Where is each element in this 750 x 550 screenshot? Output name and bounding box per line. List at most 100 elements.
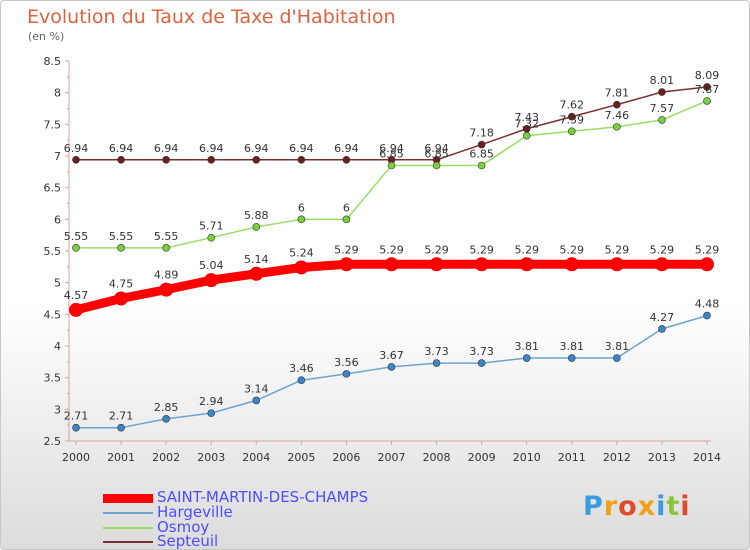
data-point bbox=[204, 273, 219, 288]
data-point bbox=[429, 257, 444, 272]
data-point bbox=[252, 396, 261, 405]
proxiti-logo: Proxiti bbox=[583, 491, 691, 522]
data-label: 2.71 bbox=[64, 410, 89, 423]
data-label: 5.29 bbox=[334, 243, 359, 256]
data-point bbox=[297, 156, 306, 164]
data-label: 5.04 bbox=[199, 259, 224, 272]
data-label: 5.29 bbox=[650, 243, 675, 256]
data-point bbox=[609, 257, 624, 272]
data-point bbox=[658, 116, 666, 124]
y-tick-label: 2.5 bbox=[44, 435, 62, 448]
data-label: 5.55 bbox=[109, 230, 134, 243]
logo-letter: i bbox=[656, 491, 667, 522]
data-point bbox=[564, 257, 579, 272]
logo-letter: r bbox=[603, 491, 619, 522]
data-label: 3.73 bbox=[469, 345, 494, 358]
data-point bbox=[162, 415, 170, 423]
data-label: 3.73 bbox=[424, 345, 449, 358]
data-point bbox=[252, 156, 261, 164]
data-point bbox=[342, 215, 351, 224]
legend-swatch bbox=[103, 527, 153, 529]
data-label: 6.85 bbox=[469, 148, 494, 161]
data-label: 3.67 bbox=[379, 349, 404, 362]
y-tick-label: 4.5 bbox=[44, 308, 62, 321]
data-label: 6.94 bbox=[199, 142, 224, 155]
data-label: 5.29 bbox=[560, 243, 585, 256]
logo-letter: t bbox=[666, 491, 681, 522]
data-point bbox=[162, 244, 170, 252]
data-label: 3.56 bbox=[334, 356, 359, 369]
data-point bbox=[339, 257, 354, 272]
data-point bbox=[432, 161, 441, 170]
data-point bbox=[613, 100, 621, 109]
data-label: 5.55 bbox=[154, 230, 179, 243]
data-label: 7.62 bbox=[560, 99, 585, 112]
series-line bbox=[76, 100, 708, 249]
x-tick-label: 2004 bbox=[242, 451, 270, 464]
data-point bbox=[384, 257, 399, 272]
data-point bbox=[567, 127, 576, 136]
data-point bbox=[159, 282, 174, 297]
data-label: 5.14 bbox=[244, 253, 269, 266]
x-tick-label: 2007 bbox=[378, 451, 406, 464]
x-tick-label: 2013 bbox=[648, 451, 676, 464]
data-point bbox=[700, 257, 714, 272]
data-point bbox=[522, 131, 531, 140]
data-point bbox=[477, 359, 486, 367]
data-point bbox=[69, 302, 83, 317]
y-tick-label: 7 bbox=[54, 150, 61, 163]
x-tick-label: 2011 bbox=[558, 451, 586, 464]
data-label: 8.09 bbox=[695, 69, 720, 82]
data-point bbox=[387, 161, 396, 170]
data-point bbox=[432, 359, 441, 367]
data-label: 2.85 bbox=[154, 401, 179, 414]
logo-letter: x bbox=[637, 491, 657, 522]
data-label: 6.94 bbox=[379, 142, 404, 155]
x-tick-label: 2003 bbox=[197, 451, 225, 464]
data-label: 5.71 bbox=[199, 220, 224, 233]
data-point bbox=[613, 354, 621, 362]
data-label: 7.87 bbox=[695, 83, 720, 96]
data-point bbox=[114, 291, 129, 306]
data-label: 5.29 bbox=[379, 243, 404, 256]
legend-swatch bbox=[103, 494, 153, 503]
y-tick-label: 4 bbox=[54, 340, 61, 353]
x-tick-label: 2001 bbox=[107, 451, 135, 464]
data-point bbox=[342, 156, 351, 164]
logo-letter: o bbox=[618, 491, 638, 522]
data-label: 4.57 bbox=[64, 289, 89, 302]
data-label: 6.94 bbox=[109, 142, 134, 155]
x-tick-label: 2012 bbox=[603, 451, 631, 464]
data-point bbox=[207, 233, 216, 242]
data-label: 5.29 bbox=[695, 243, 720, 256]
data-label: 8.01 bbox=[650, 74, 675, 87]
x-tick-label: 2005 bbox=[287, 451, 315, 464]
y-tick-label: 8 bbox=[54, 87, 61, 100]
data-point bbox=[658, 88, 666, 96]
data-point bbox=[252, 223, 261, 231]
x-tick-label: 2008 bbox=[423, 451, 451, 464]
legend-label: SAINT-MARTIN-DES-CHAMPS bbox=[157, 488, 369, 506]
data-label: 6.94 bbox=[424, 142, 449, 155]
data-point bbox=[117, 244, 125, 252]
data-point bbox=[567, 112, 576, 121]
logo-letter: P bbox=[583, 491, 604, 522]
data-label: 5.55 bbox=[64, 230, 89, 243]
data-point bbox=[522, 354, 531, 362]
x-tick-label: 2006 bbox=[332, 451, 360, 464]
data-label: 3.46 bbox=[289, 362, 314, 375]
data-label: 3.81 bbox=[514, 340, 539, 353]
x-tick-label: 2010 bbox=[513, 451, 541, 464]
data-label: 6.85 bbox=[424, 148, 449, 161]
data-label: 3.81 bbox=[560, 340, 585, 353]
data-label: 7.57 bbox=[650, 102, 675, 115]
data-label: 5.29 bbox=[424, 243, 449, 256]
data-point bbox=[342, 370, 351, 378]
data-label: 7.46 bbox=[605, 109, 630, 122]
data-label: 6 bbox=[343, 201, 350, 214]
data-point bbox=[294, 260, 309, 275]
legend-swatch bbox=[103, 541, 153, 543]
data-point bbox=[249, 266, 264, 281]
data-point bbox=[703, 83, 711, 91]
